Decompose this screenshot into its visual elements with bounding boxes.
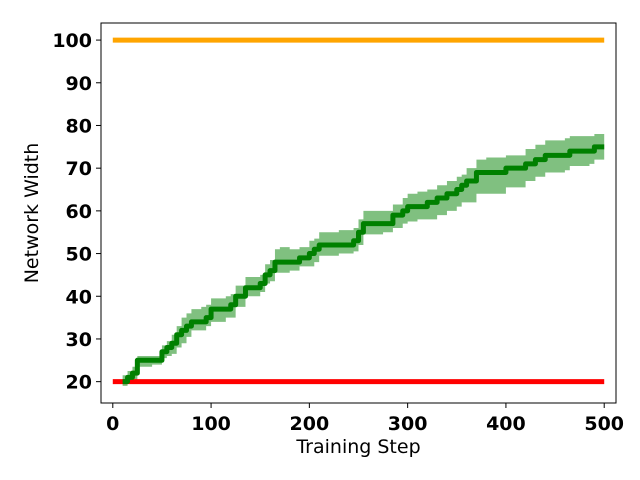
- series-2-line: [122, 144, 605, 385]
- x-tick-label: 400: [486, 413, 526, 435]
- x-axis-ticks: 0 100 200 300 400 500: [106, 403, 624, 435]
- y-tick-label: 80: [66, 115, 92, 137]
- series-lines: [112, 37, 605, 385]
- y-axis-ticks: 20 30 40 50 60 70 80 90 100: [52, 30, 101, 394]
- x-axis-label: Training Step: [295, 436, 420, 458]
- x-tick-label: 0: [106, 413, 119, 435]
- x-tick-label: 300: [388, 413, 428, 435]
- x-tick-label: 500: [584, 413, 624, 435]
- y-tick-label: 90: [66, 73, 92, 95]
- series-2-band: [122, 134, 605, 386]
- plot-frame: [100, 22, 617, 404]
- y-tick-label: 100: [52, 30, 92, 52]
- y-tick-label: 50: [66, 244, 92, 266]
- y-tick-label: 70: [66, 158, 92, 180]
- y-tick-label: 20: [66, 372, 92, 394]
- confidence-bands: [122, 134, 605, 386]
- x-tick-label: 100: [191, 413, 231, 435]
- x-tick-label: 200: [290, 413, 330, 435]
- y-tick-label: 40: [66, 286, 92, 308]
- y-tick-label: 60: [66, 201, 92, 223]
- y-axis-label: Network Width: [21, 143, 43, 284]
- y-tick-label: 30: [66, 329, 92, 351]
